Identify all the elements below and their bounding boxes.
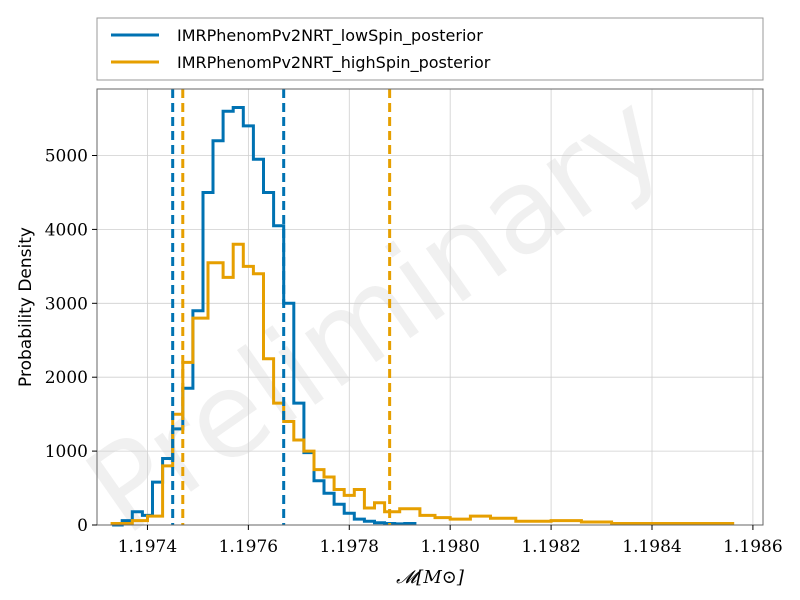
y-axis-label: Probability Density [16,227,36,387]
y-tick-label: 3000 [45,294,88,314]
x-tick-label: 1.1982 [521,537,580,557]
y-tick-label: 4000 [45,220,88,240]
x-tick-label: 1.1974 [118,537,177,557]
histogram-series-1 [112,106,417,527]
legend-label-series-2: IMRPhenomPv2NRT_highSpin_posterior [177,53,491,73]
x-tick-label: 1.1976 [219,537,278,557]
y-tick-label: 5000 [45,147,88,167]
credible-interval-lines [171,89,392,525]
axis-ticks: 1.1974 1.1976 1.1978 1.1980 1.1982 1.1984 1.19… [45,147,783,557]
x-tick-label: 1.1980 [420,537,479,557]
legend: IMRPhenomPv2NRT_lowSpin_posterior IMRPhen… [96,17,764,81]
histogram-series-2 [110,242,735,525]
y-tick-label: 2000 [45,368,88,388]
plot-frame [96,88,764,526]
y-tick-label: 1000 [45,442,88,462]
x-tick-label: 1.1986 [723,537,782,557]
x-axis-label: 𝓜[M⊙] [396,567,465,588]
x-tick-label: 1.1984 [622,537,681,557]
x-tick-label: 1.1978 [320,537,379,557]
series-layer [110,106,735,527]
legend-box [96,17,764,81]
legend-label-series-1: IMRPhenomPv2NRT_lowSpin_posterior [177,26,483,46]
y-tick-label: 0 [77,516,88,536]
